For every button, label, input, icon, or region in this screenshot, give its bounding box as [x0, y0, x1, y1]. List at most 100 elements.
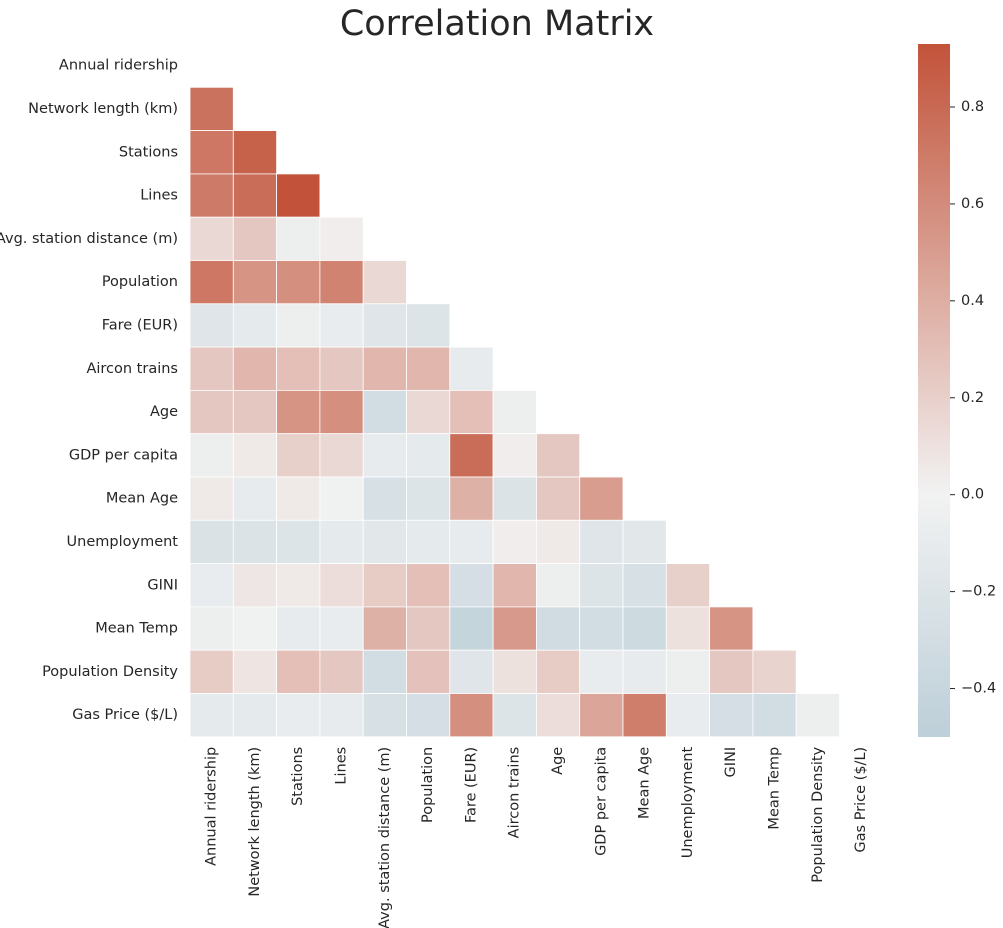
heatmap-cell-11-8 [536, 519, 581, 564]
y-tick-label: Unemployment [67, 534, 179, 550]
heatmap-cell-6-2 [276, 303, 321, 348]
heatmap-cell-10-9 [579, 476, 624, 521]
x-tick-label: Population [420, 747, 436, 823]
heatmap-cell-15-0 [189, 693, 234, 738]
y-tick-label: Age [150, 404, 178, 420]
heatmap-cell-12-0 [189, 563, 234, 608]
heatmap-cell-10-2 [276, 476, 321, 521]
y-tick-label: Annual ridership [59, 58, 178, 74]
heatmap-cell-5-1 [232, 260, 278, 305]
heatmap-cell-7-0 [189, 346, 234, 391]
heatmap-cell-14-5 [406, 649, 451, 694]
y-tick-label: Gas Price ($/L) [72, 707, 178, 723]
heatmap-cell-14-7 [492, 649, 537, 694]
heatmap-cell-13-6 [449, 606, 494, 651]
heatmap-cell-12-10 [622, 563, 667, 608]
y-tick-label: Avg. station distance (m) [0, 231, 178, 247]
heatmap-cell-11-4 [362, 519, 407, 564]
y-tick-label: Population [102, 274, 178, 290]
heatmap-cell-11-1 [232, 519, 278, 564]
heatmap-cell-14-0 [189, 649, 234, 694]
heatmap-cell-10-4 [362, 476, 407, 521]
heatmap-cell-10-6 [449, 476, 494, 521]
heatmap-cell-15-13 [752, 693, 797, 738]
heatmap-cell-15-1 [232, 693, 278, 738]
heatmap-cells [189, 86, 840, 738]
heatmap-cell-15-14 [795, 693, 840, 738]
heatmap-cell-15-10 [622, 693, 667, 738]
heatmap-cell-13-3 [319, 606, 364, 651]
heatmap-cell-8-1 [232, 389, 278, 435]
y-tick-label: Fare (EUR) [102, 317, 178, 333]
heatmap-cell-9-2 [276, 433, 321, 478]
heatmap-cell-6-5 [406, 303, 451, 348]
x-tick-label: Avg. station distance (m) [377, 747, 393, 928]
heatmap-cell-7-6 [449, 346, 494, 391]
heatmap-cell-8-3 [319, 389, 364, 435]
y-tick-label: GDP per capita [69, 447, 178, 463]
heatmap-cell-13-0 [189, 606, 234, 651]
colorbar-tick-label: 0.6 [961, 196, 984, 212]
heatmap-cell-8-6 [449, 389, 494, 435]
heatmap-cell-8-2 [276, 389, 321, 435]
heatmap-cell-5-3 [319, 260, 364, 305]
heatmap-cell-14-10 [622, 649, 667, 694]
heatmap-cell-14-3 [319, 649, 364, 694]
heatmap-cell-9-6 [449, 433, 494, 478]
heatmap-cell-12-7 [492, 563, 537, 608]
heatmap-cell-4-2 [276, 216, 321, 261]
heatmap-cell-3-2 [276, 173, 321, 218]
colorbar-tick-label: 0.0 [961, 487, 984, 503]
heatmap-cell-15-11 [665, 693, 710, 738]
y-tick-label: Network length (km) [28, 101, 178, 117]
colorbar-tick-label: −0.4 [961, 681, 996, 697]
heatmap-cell-13-7 [492, 606, 537, 651]
heatmap-cell-6-1 [232, 303, 278, 348]
heatmap-cell-5-4 [362, 260, 407, 305]
y-tick-label: Mean Temp [95, 621, 178, 637]
heatmap-cell-12-8 [536, 563, 581, 608]
colorbar-tick-label: 0.8 [961, 99, 984, 115]
heatmap-cell-11-3 [319, 519, 364, 564]
heatmap-cell-13-9 [579, 606, 624, 651]
heatmap-cell-8-0 [189, 389, 234, 435]
heatmap-cell-12-11 [665, 563, 710, 608]
heatmap-cell-14-13 [752, 649, 797, 694]
heatmap-cell-12-4 [362, 563, 407, 608]
heatmap-cell-14-6 [449, 649, 494, 694]
heatmap-cell-11-10 [622, 519, 667, 564]
heatmap-cell-9-5 [406, 433, 451, 478]
heatmap-cell-10-1 [232, 476, 278, 521]
heatmap-cell-12-2 [276, 563, 321, 608]
chart-title: Correlation Matrix [340, 4, 654, 44]
y-axis-tick-labels: Annual ridership Network length (km) Stati… [0, 58, 178, 724]
x-tick-label: Fare (EUR) [463, 747, 479, 823]
heatmap-cell-12-9 [579, 563, 624, 608]
heatmap-cell-13-2 [276, 606, 321, 651]
x-tick-label: GDP per capita [593, 747, 609, 856]
heatmap-cell-13-11 [665, 606, 710, 651]
heatmap-cell-12-6 [449, 563, 494, 608]
x-tick-label: Aircon trains [507, 747, 523, 839]
heatmap-cell-2-0 [189, 130, 234, 175]
heatmap-cell-8-7 [492, 389, 537, 435]
colorbar [918, 44, 950, 737]
heatmap-cell-9-3 [319, 433, 364, 478]
heatmap-cell-12-5 [406, 563, 451, 608]
heatmap-cell-8-5 [406, 389, 451, 435]
x-tick-label: Mean Temp [767, 747, 783, 830]
heatmap-cell-11-9 [579, 519, 624, 564]
heatmap-cell-11-0 [189, 519, 234, 564]
heatmap-cell-3-0 [189, 173, 234, 218]
y-tick-label: Lines [140, 188, 178, 204]
heatmap-cell-11-2 [276, 519, 321, 564]
y-tick-label: Mean Age [106, 491, 178, 507]
heatmap-cell-10-3 [319, 476, 364, 521]
colorbar-tick-label: −0.2 [961, 584, 996, 600]
heatmap-cell-13-5 [406, 606, 451, 651]
heatmap-cell-10-8 [536, 476, 581, 521]
colorbar-tick-label: 0.4 [961, 293, 984, 309]
heatmap-cell-5-2 [276, 260, 321, 305]
x-tick-label: Stations [290, 747, 306, 806]
